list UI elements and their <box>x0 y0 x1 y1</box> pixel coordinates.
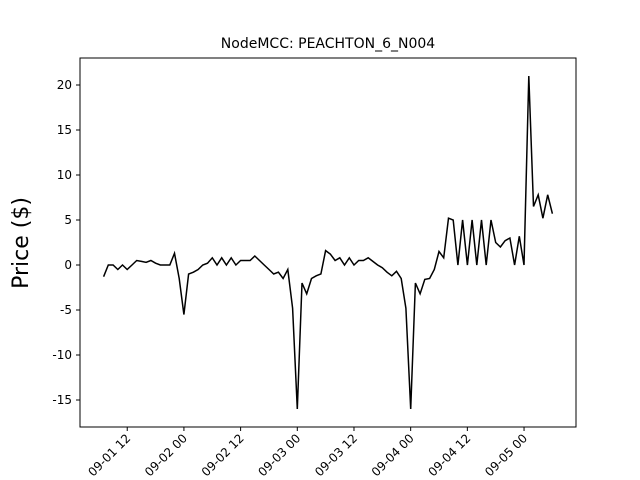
plot-frame <box>79 57 577 428</box>
x-tick-label: 09-05 00 <box>482 431 530 479</box>
y-tick-label: 0 <box>64 258 72 272</box>
chart-title: NodeMCC: PEACHTON_6_N004 <box>221 36 435 52</box>
x-tick-label: 09-04 00 <box>369 431 417 479</box>
x-tick-label: 09-04 12 <box>425 431 473 479</box>
y-axis-label: Price ($) <box>9 197 34 289</box>
x-tick-label: 09-02 12 <box>199 431 247 479</box>
x-tick-label: 09-03 12 <box>312 431 360 479</box>
y-tick-label: 15 <box>57 123 72 137</box>
x-tick-label: 09-02 00 <box>142 431 190 479</box>
y-tick-label: 5 <box>64 213 72 227</box>
y-tick-label: 10 <box>57 168 72 182</box>
x-tick-label: 09-01 12 <box>85 431 133 479</box>
y-tick-label: -5 <box>60 303 72 317</box>
y-tick-label: -15 <box>52 393 72 407</box>
y-tick-label: 20 <box>57 78 72 92</box>
y-tick-label: -10 <box>52 348 72 362</box>
price-line <box>102 75 554 410</box>
x-tick-label: 09-03 00 <box>255 431 303 479</box>
